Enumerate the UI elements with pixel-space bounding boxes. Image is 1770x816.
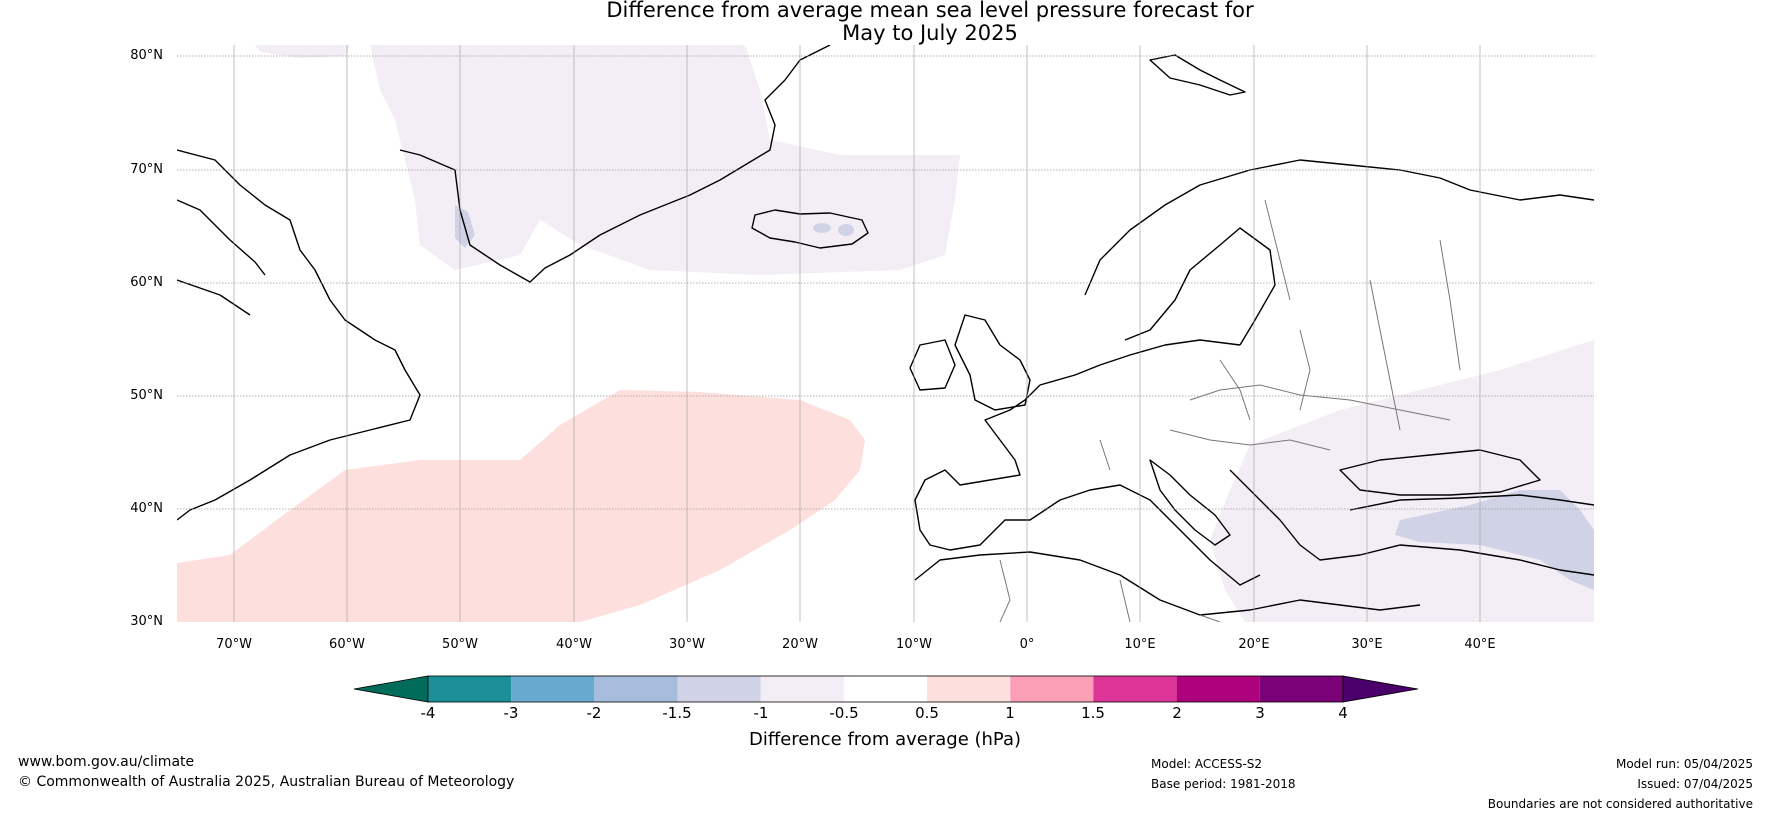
colorbar-box xyxy=(428,676,512,702)
colorbar-box xyxy=(594,676,678,702)
coastline-north-america xyxy=(177,149,421,521)
coastline-svalbard xyxy=(1149,54,1246,96)
colorbar-extend-high xyxy=(1342,675,1419,703)
footer-model-run: Model run: 05/04/2025 xyxy=(1615,757,1753,771)
colorbar-tick-minus-1: -1 xyxy=(753,704,769,722)
anomaly-north-atlantic-positive xyxy=(177,390,865,622)
coastline-ireland xyxy=(909,339,956,391)
lon-label-70w: 70°W xyxy=(216,637,252,652)
coastline-scandinavia xyxy=(1084,159,1594,296)
anomaly-iceland-patch-2 xyxy=(838,224,854,236)
coastline-north-africa xyxy=(914,551,1421,616)
colorbar-box xyxy=(1176,676,1260,702)
lon-label-40e: 40°E xyxy=(1464,637,1496,652)
colorbar-extend-low xyxy=(353,675,429,703)
lat-label-80n: 80°N xyxy=(130,48,163,63)
footer-base-period: Base period: 1981-2018 xyxy=(1151,777,1296,791)
colorbar-tick-4: 4 xyxy=(1338,704,1348,722)
colorbar-tick-0-5: 0.5 xyxy=(915,704,939,722)
anomaly-turkey-negative xyxy=(1395,490,1594,590)
footer-website: www.bom.gov.au/climate xyxy=(18,754,195,770)
colorbar-tick-minus-2: -2 xyxy=(586,704,602,722)
anomaly-iceland-patch-1 xyxy=(813,223,831,233)
footer-model: Model: ACCESS-S2 xyxy=(1151,757,1263,771)
anomaly-eastern-mediterranean-negative xyxy=(1210,340,1594,622)
lon-label-40w: 40°W xyxy=(556,637,592,652)
lat-label-30n: 30°N xyxy=(130,614,163,629)
coastline-western-europe xyxy=(914,339,1261,586)
lon-label-10w: 10°W xyxy=(896,637,932,652)
colorbar-box xyxy=(1010,676,1094,702)
chart-title-line-1: Difference from average mean sea level p… xyxy=(606,0,1254,22)
lon-label-50w: 50°W xyxy=(442,637,478,652)
lat-label-50n: 50°N xyxy=(130,388,163,403)
colorbar-box xyxy=(1093,676,1177,702)
colorbar-tick-minus-1-5: -1.5 xyxy=(662,704,692,722)
colorbar-box xyxy=(927,676,1011,702)
colorbar-box xyxy=(843,676,928,702)
colorbar-tick-minus-4: -4 xyxy=(420,704,436,722)
colorbar-tick-1: 1 xyxy=(1005,704,1015,722)
anomaly-greenland-northwest-negative xyxy=(255,45,350,58)
coastline-sweden-baltic xyxy=(1124,227,1276,346)
borders-africa xyxy=(999,559,1221,622)
coastline-labrador-islands xyxy=(177,199,266,316)
colorbar-tick-3: 3 xyxy=(1255,704,1265,722)
colorbar-box xyxy=(760,676,844,702)
footer-issued: Issued: 07/04/2025 xyxy=(1637,777,1753,791)
lon-label-30w: 30°W xyxy=(669,637,705,652)
footer-copyright: © Commonwealth of Australia 2025, Austra… xyxy=(18,774,515,790)
lon-label-20e: 20°E xyxy=(1238,637,1270,652)
lat-label-60n: 60°N xyxy=(130,275,163,290)
lon-label-20w: 20°W xyxy=(782,637,818,652)
coastline-britain xyxy=(954,314,1031,411)
lon-label-0: 0° xyxy=(1019,637,1035,652)
colorbar-tick-1-5: 1.5 xyxy=(1081,704,1105,722)
coastline-black-sea xyxy=(1339,449,1541,496)
coastline-italy xyxy=(1149,459,1231,546)
colorbar-tick-minus-3: -3 xyxy=(503,704,519,722)
colorbar-box xyxy=(1259,676,1343,702)
colorbar-label: Difference from average (hPa) xyxy=(748,729,1022,750)
coastline-iceland xyxy=(751,209,869,249)
borders-europe xyxy=(1099,199,1461,471)
colorbar-tick-minus-0-5: -0.5 xyxy=(829,704,859,722)
anomaly-greenland-negative xyxy=(370,45,960,275)
coastline-balkans-turkey xyxy=(1229,469,1594,576)
chart-title-line-2: May to July 2025 xyxy=(842,21,1018,45)
lon-label-60w: 60°W xyxy=(329,637,365,652)
colorbar-outline xyxy=(427,675,1344,703)
colorbar-box xyxy=(677,676,761,702)
lat-label-40n: 40°N xyxy=(130,501,163,516)
colorbar-tick-2: 2 xyxy=(1172,704,1182,722)
coastline-greenland xyxy=(399,45,831,283)
footer-disclaimer: Boundaries are not considered authoritat… xyxy=(1487,797,1753,811)
lon-label-30e: 30°E xyxy=(1351,637,1383,652)
lat-label-70n: 70°N xyxy=(130,162,163,177)
lon-label-10e: 10°E xyxy=(1124,637,1156,652)
colorbar-box xyxy=(511,676,595,702)
